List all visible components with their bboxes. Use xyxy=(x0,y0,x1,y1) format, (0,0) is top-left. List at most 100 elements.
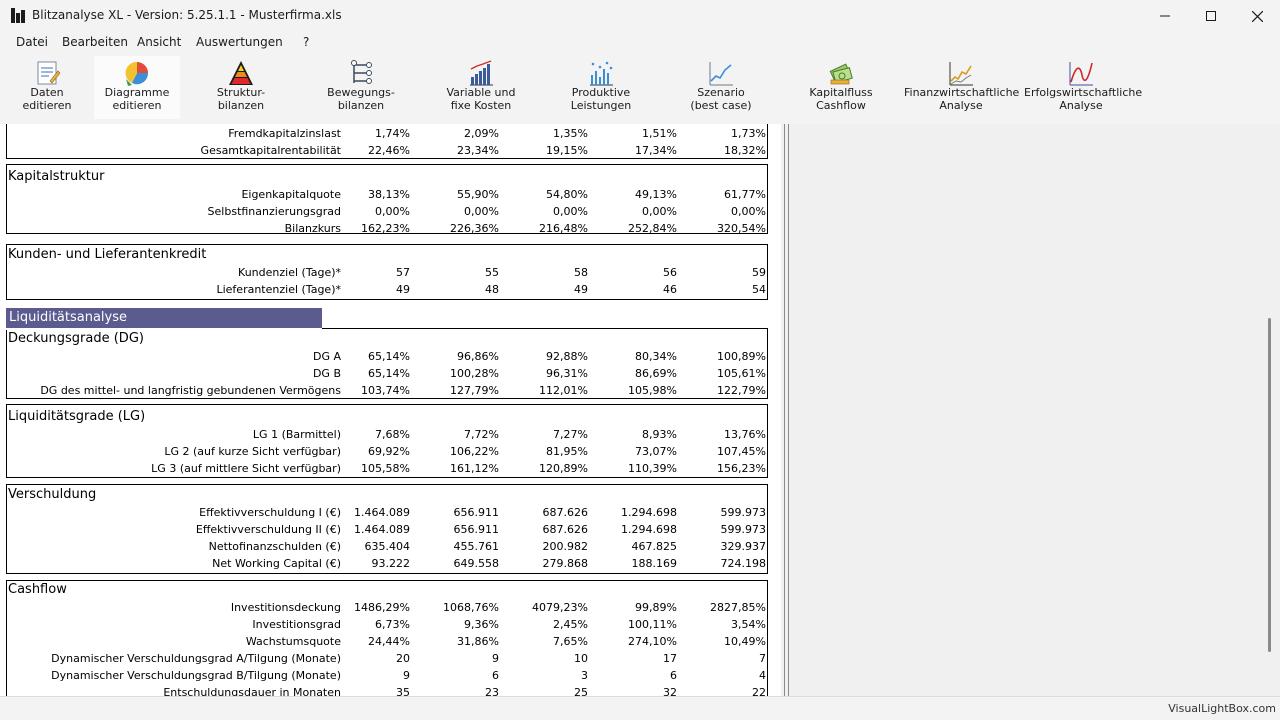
scrollbar-thumb[interactable] xyxy=(1268,318,1271,652)
value-cell: 6 xyxy=(492,669,499,682)
row-label: Entschuldungsdauer in Monaten xyxy=(163,686,341,696)
pane-splitter[interactable] xyxy=(781,124,789,696)
maximize-icon xyxy=(1206,11,1216,21)
szenario-best-case-button[interactable]: Szenario (best case) xyxy=(678,56,764,119)
value-cell: 1.294.698 xyxy=(621,506,677,519)
row-label: LG 2 (auf kurze Sicht verfügbar) xyxy=(164,445,341,458)
finanzwirtschaftliche-analyse-button[interactable]: Finanzwirtschaftliche Analyse xyxy=(904,56,1019,119)
value-cell: 65,14% xyxy=(368,350,410,363)
menu-auswertungen[interactable]: Auswertungen xyxy=(196,35,283,49)
vertical-scrollbar[interactable] xyxy=(1263,124,1280,696)
value-cell: 9 xyxy=(492,652,499,665)
variable-fixe-kosten-button[interactable]: Variable und fixe Kosten xyxy=(438,56,524,119)
value-cell: 7,68% xyxy=(375,428,410,441)
erfolgswirtschaftliche-analyse-label: Erfolgswirtschaftliche Analyse xyxy=(1024,86,1143,112)
diagram-edit-icon xyxy=(125,61,149,86)
status-text: VisualLightBox.com xyxy=(1168,702,1276,715)
value-cell: 1.464.089 xyxy=(354,523,410,536)
value-cell: 0,00% xyxy=(375,205,410,218)
analysis-sheet[interactable]: Fremdkapitalzinslast 1,74% 2,09% 1,35% 1… xyxy=(0,124,781,696)
bewegungsbilanzen-label: Bewegungs- bilanzen xyxy=(327,86,395,112)
diagramme-editieren-button[interactable]: Diagramme editieren xyxy=(94,56,180,119)
verschuldung-title: Verschuldung xyxy=(8,487,97,502)
table-row: Investitionsgrad 6,73% 9,36% 2,45% 100,1… xyxy=(0,616,781,633)
table-row: Bilanzkurs 162,23% 226,36% 216,48% 252,8… xyxy=(0,220,781,237)
app-icon xyxy=(11,8,25,23)
value-cell: 48 xyxy=(485,283,499,296)
produktive-leistungen-button[interactable]: Produktive Leistungen xyxy=(558,56,644,119)
table-row: Selbstfinanzierungsgrad 0,00% 0,00% 0,00… xyxy=(0,203,781,220)
value-cell: 4079,23% xyxy=(532,601,588,614)
table-row: LG 2 (auf kurze Sicht verfügbar) 69,92% … xyxy=(0,443,781,460)
minimize-button[interactable] xyxy=(1142,0,1188,32)
value-cell: 1486,29% xyxy=(354,601,410,614)
value-cell: 59 xyxy=(752,266,766,279)
deckungsgrade-title: Deckungsgrade (DG) xyxy=(8,331,144,346)
kredit-box xyxy=(6,244,768,300)
value-cell: 103,74% xyxy=(361,384,410,397)
row-label: Nettofinanzschulden (€) xyxy=(208,540,341,553)
value-cell: 110,39% xyxy=(628,462,677,475)
liquiditaetsgrade-title: Liquiditätsgrade (LG) xyxy=(8,409,146,424)
menu-help[interactable]: ? xyxy=(303,35,310,49)
tree-icon xyxy=(351,60,372,84)
bewegungsbilanzen-button[interactable]: Bewegungs- bilanzen xyxy=(318,56,404,119)
table-row: Entschuldungsdauer in Monaten 35 23 25 3… xyxy=(0,684,781,696)
table-row: Net Working Capital (€) 93.222 649.558 2… xyxy=(0,555,781,572)
splitter-line-right xyxy=(788,124,789,696)
value-cell: 80,34% xyxy=(635,350,677,363)
row-label: Investitionsgrad xyxy=(252,618,341,631)
value-cell: 4 xyxy=(759,669,766,682)
value-cell: 1.464.089 xyxy=(354,506,410,519)
menu-bar: Datei Bearbeiten Ansicht Auswertungen ? xyxy=(0,32,1280,54)
row-label: Effektivverschuldung II (€) xyxy=(195,523,341,536)
value-cell: 57 xyxy=(396,266,410,279)
daten-editieren-button[interactable]: Daten editieren xyxy=(4,56,90,119)
header-divider-edge xyxy=(767,328,768,330)
value-cell: 188.169 xyxy=(631,557,678,570)
value-cell: 13,76% xyxy=(724,428,766,441)
value-cell: 0,00% xyxy=(731,205,766,218)
title-bar: Blitzanalyse XL - Version: 5.25.1.1 - Mu… xyxy=(0,0,1280,32)
bar-chart-icon xyxy=(470,60,493,86)
minimize-icon xyxy=(1160,15,1170,17)
value-cell: 93.222 xyxy=(371,557,411,570)
value-cell: 274,10% xyxy=(628,635,677,648)
row-label: Gesamtkapitalrentabilität xyxy=(200,144,341,157)
table-row: Kundenziel (Tage)* 57 55 58 56 59 xyxy=(0,264,781,281)
menu-datei[interactable]: Datei xyxy=(16,35,49,49)
value-cell: 656.911 xyxy=(453,523,500,536)
table-row: Lieferantenziel (Tage)* 49 48 49 46 54 xyxy=(0,281,781,298)
close-button[interactable] xyxy=(1234,0,1280,32)
value-cell: 54 xyxy=(752,283,766,296)
value-cell: 6 xyxy=(670,669,677,682)
value-cell: 656.911 xyxy=(453,506,500,519)
value-cell: 105,98% xyxy=(628,384,677,397)
value-cell: 0,00% xyxy=(553,205,588,218)
menu-ansicht[interactable]: Ansicht xyxy=(137,35,182,49)
value-cell: 55,90% xyxy=(457,188,499,201)
kapitalstruktur-box xyxy=(6,164,768,234)
value-cell: 92,88% xyxy=(546,350,588,363)
erfolgswirtschaftliche-analyse-button[interactable]: Erfolgswirtschaftliche Analyse xyxy=(1024,56,1143,119)
table-row: Fremdkapitalzinslast 1,74% 2,09% 1,35% 1… xyxy=(0,125,781,142)
value-cell: 18,32% xyxy=(724,144,766,157)
row-label: Investitionsdeckung xyxy=(230,601,341,614)
splitter-line-left xyxy=(784,124,785,696)
maximize-button[interactable] xyxy=(1188,0,1234,32)
money-icon xyxy=(829,63,853,85)
value-cell: 96,86% xyxy=(457,350,499,363)
line-chart-icon xyxy=(709,62,733,86)
menu-bearbeiten[interactable]: Bearbeiten xyxy=(62,35,128,49)
strukturbilanzen-button[interactable]: Struktur- bilanzen xyxy=(198,56,284,119)
row-label: Dynamischer Verschuldungsgrad A/Tilgung … xyxy=(51,652,341,665)
cashflow-title: Cashflow xyxy=(8,582,67,597)
row-label: Bilanzkurs xyxy=(284,222,341,235)
kapitalfluss-cashflow-label: Kapitalfluss Cashflow xyxy=(809,86,873,112)
row-label: Eigenkapitalquote xyxy=(241,188,341,201)
value-cell: 161,12% xyxy=(450,462,499,475)
kapitalfluss-cashflow-button[interactable]: Kapitalfluss Cashflow xyxy=(798,56,884,119)
diagramme-editieren-label: Diagramme editieren xyxy=(104,86,170,112)
value-cell: 96,31% xyxy=(546,367,588,380)
value-cell: 1,73% xyxy=(731,127,766,140)
